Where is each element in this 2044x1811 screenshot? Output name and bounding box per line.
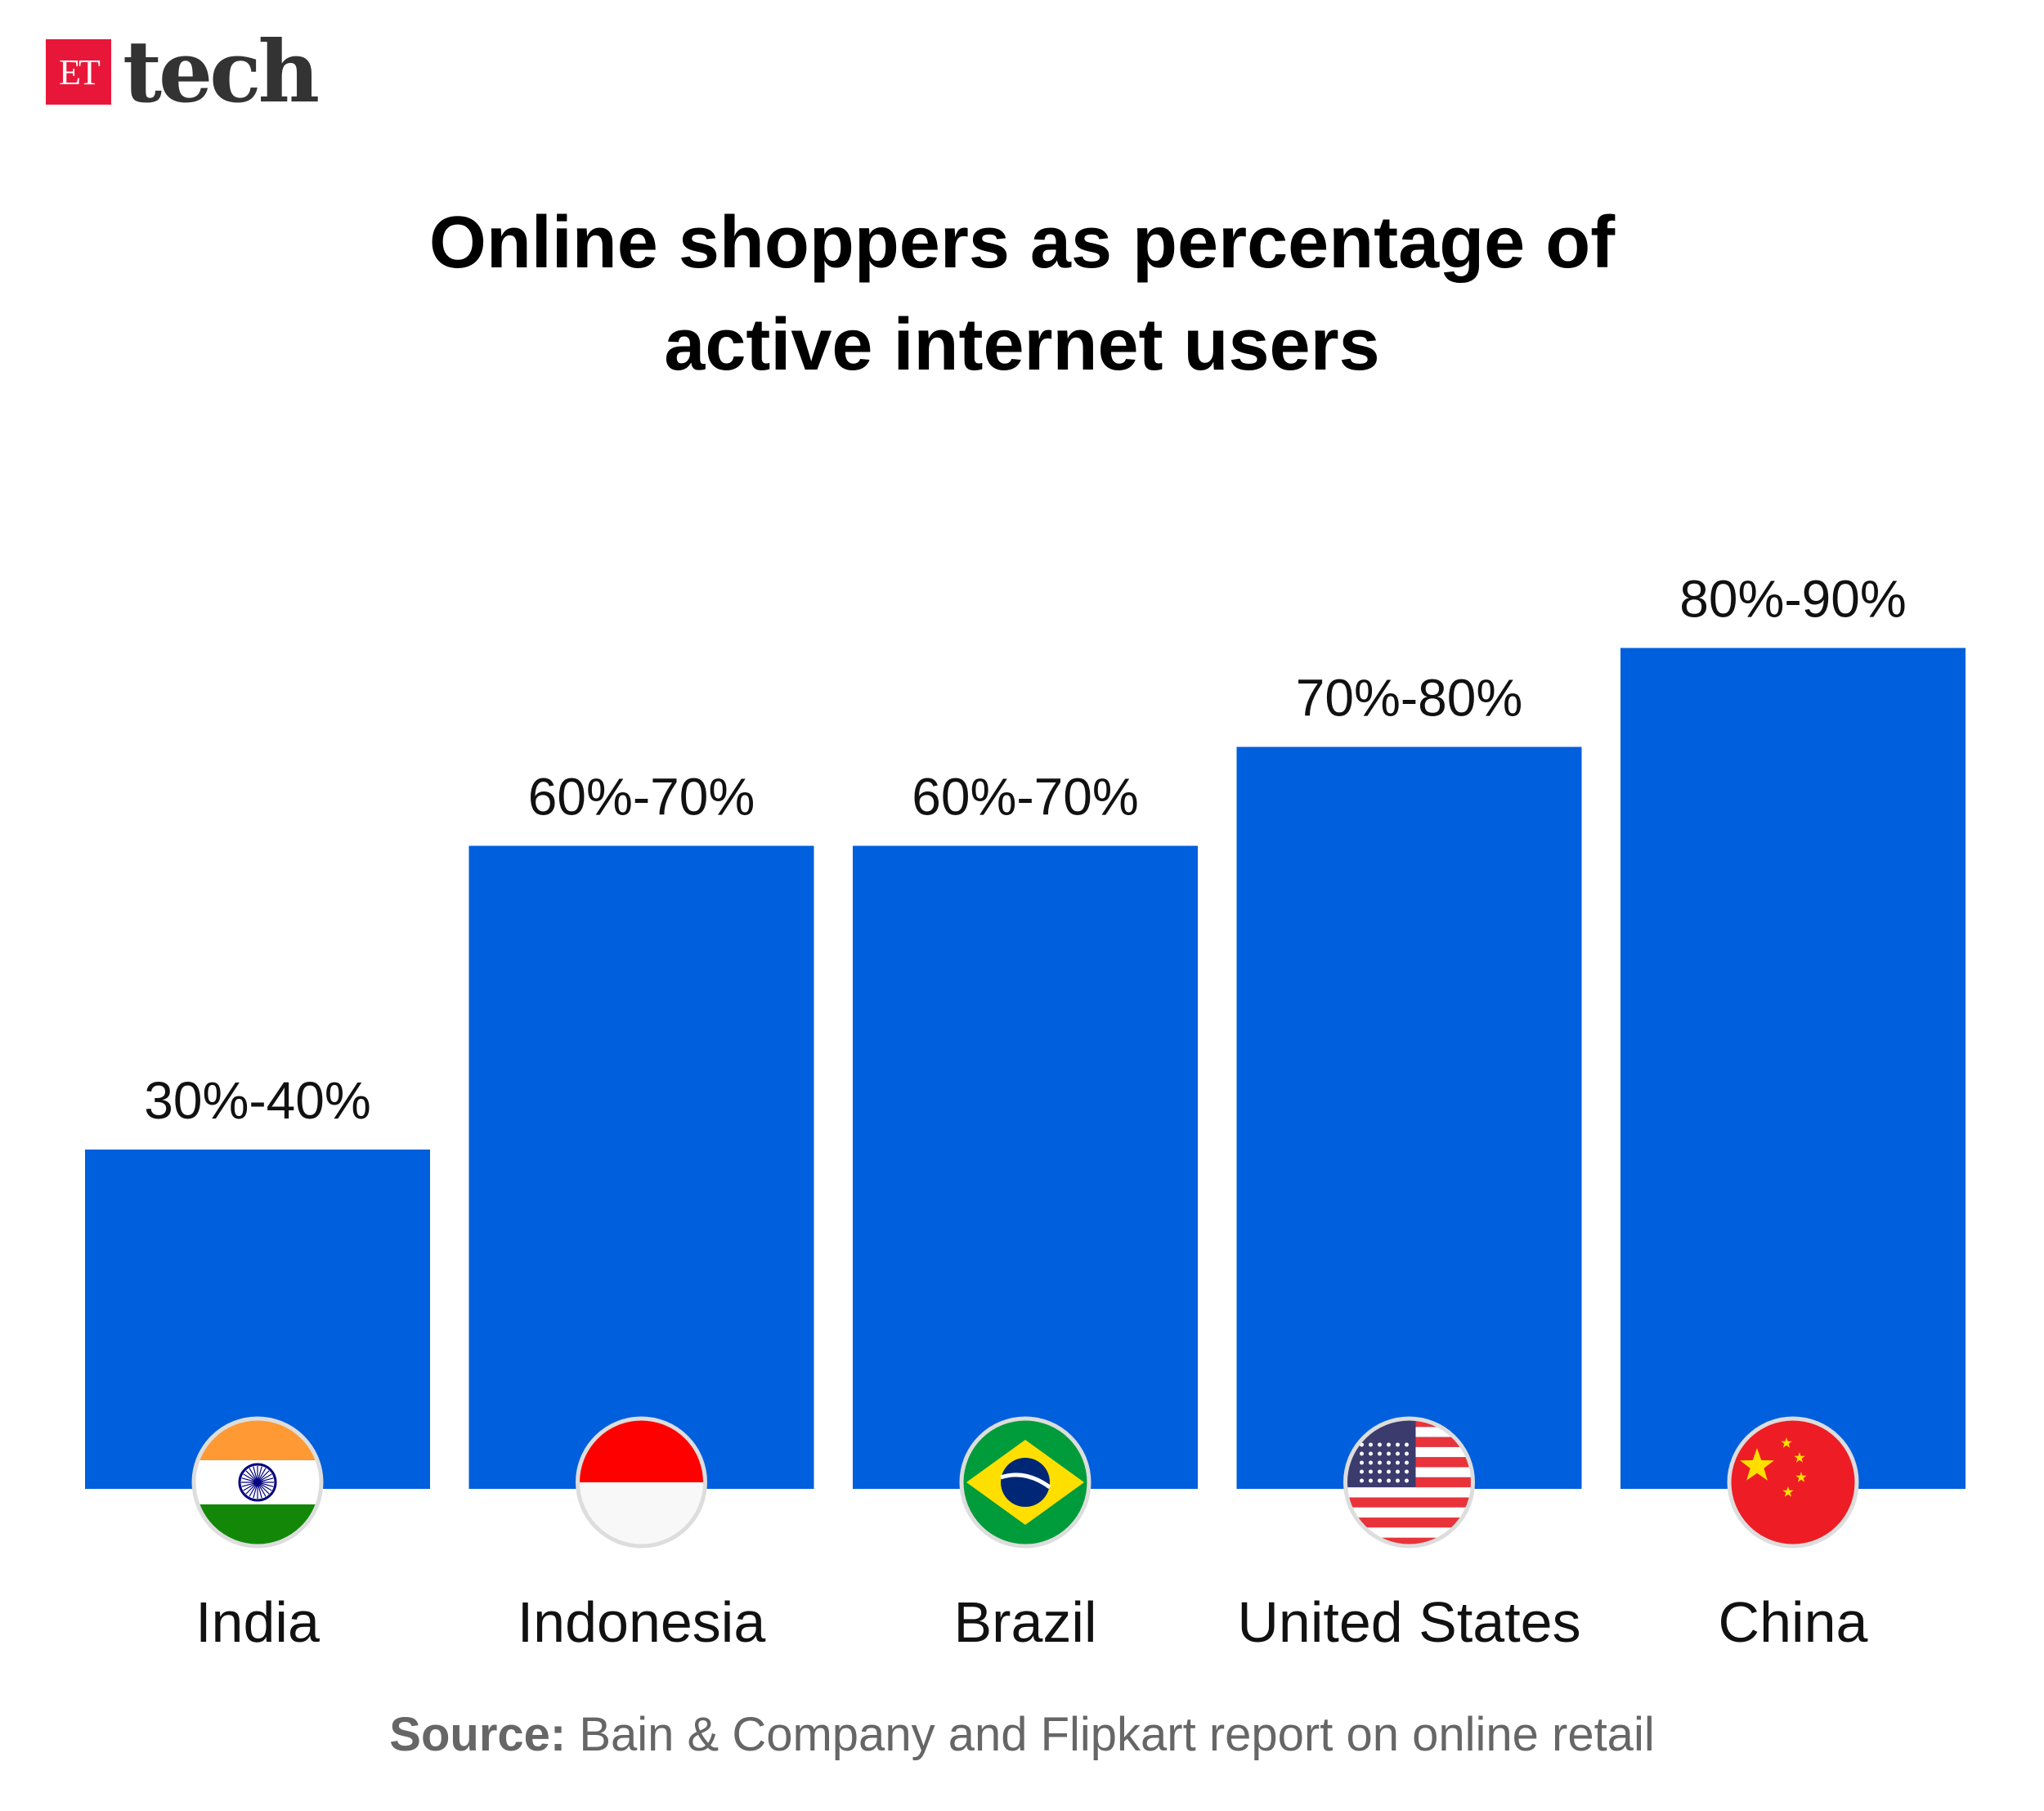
category-label: Indonesia <box>518 1590 766 1654</box>
india-flag-icon <box>191 1416 324 1549</box>
china-flag-icon <box>1727 1416 1859 1549</box>
indonesia-flag-icon <box>576 1416 707 1549</box>
united-states-flag-icon <box>1343 1416 1475 1549</box>
brazil-flag-icon <box>959 1416 1091 1549</box>
source-label: Source: <box>389 1708 567 1761</box>
chart-title: Online shoppers as percentage of active … <box>0 192 2044 397</box>
category-label: United States <box>1237 1590 1580 1654</box>
bar-brazil <box>853 845 1198 1489</box>
chart-title-line-2: active internet users <box>664 304 1380 386</box>
category-label: Brazil <box>953 1590 1096 1654</box>
bar-indonesia <box>468 845 814 1489</box>
category-label: China <box>1719 1590 1868 1654</box>
et-tech-logo: ET tech <box>46 21 320 122</box>
data-label: 30%-40% <box>144 1071 371 1130</box>
bar-china <box>1620 648 1966 1489</box>
chart-title-line-1: Online shoppers as percentage of <box>428 202 1616 284</box>
source-note: Source: Bain & Company and Flipkart repo… <box>0 1707 2044 1762</box>
data-label: 60%-70% <box>528 768 755 827</box>
category-label: India <box>195 1590 320 1654</box>
source-text: Bain & Company and Flipkart report on on… <box>566 1708 1655 1761</box>
bar-united-states <box>1236 746 1582 1489</box>
data-label: 60%-70% <box>912 768 1139 827</box>
data-label: 70%-80% <box>1296 669 1523 728</box>
data-label: 80%-90% <box>1679 570 1907 629</box>
logo-tech-text: tech <box>123 21 320 122</box>
logo-et-box: ET <box>46 39 111 105</box>
